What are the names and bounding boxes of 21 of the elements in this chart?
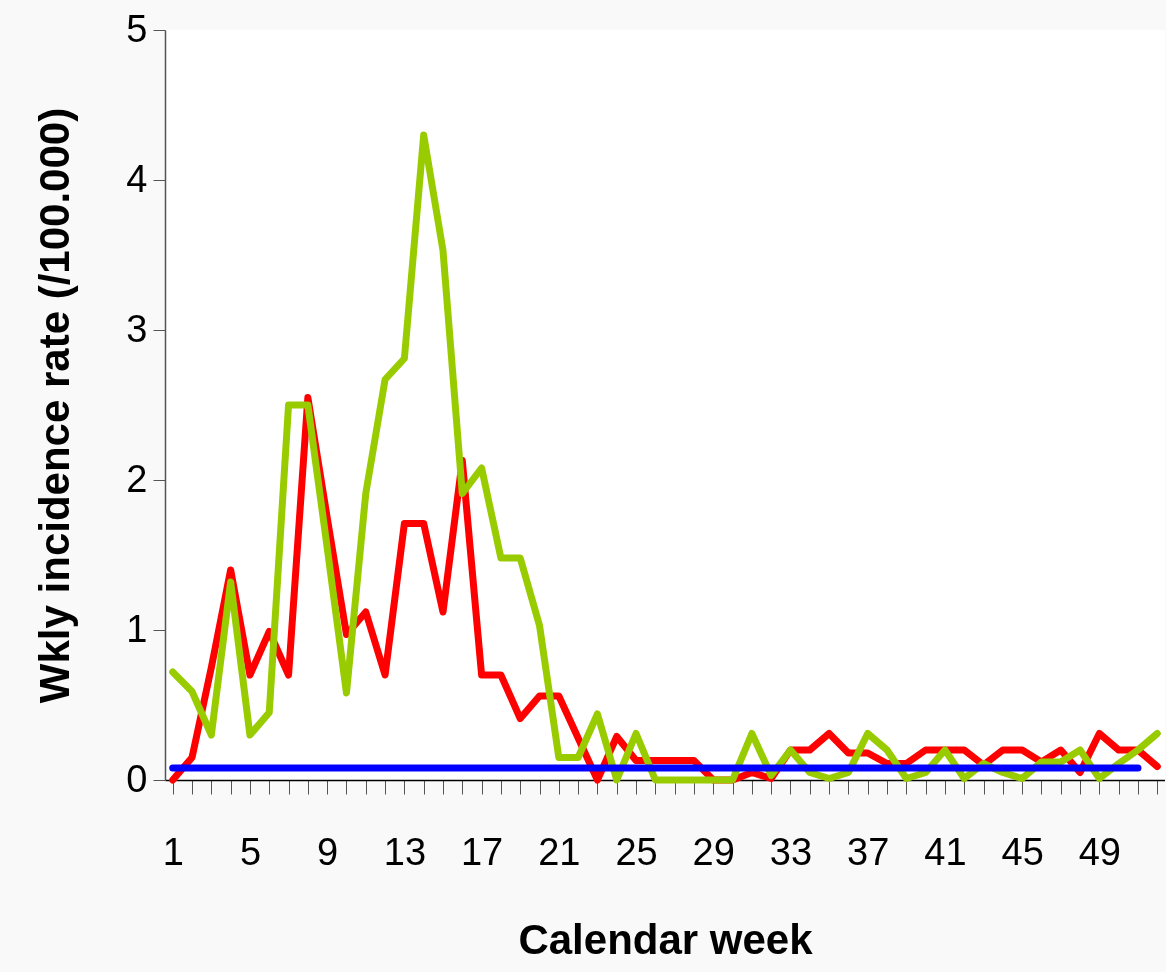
x-tick-label: 25: [615, 830, 658, 873]
x-tick-label: 9: [317, 830, 339, 873]
x-tick-label: 45: [1001, 830, 1044, 873]
y-tick-label: 5: [126, 7, 148, 50]
y-axis-title: Wkly incidence rate (/100.000): [31, 107, 79, 704]
x-tick-label: 21: [538, 830, 581, 873]
x-tick-label: 17: [460, 830, 504, 873]
x-axis-title: Calendar week: [518, 915, 814, 963]
x-tick-label: 33: [769, 830, 813, 873]
x-tick-label: 41: [924, 830, 967, 873]
y-tick-label: 3: [126, 307, 148, 350]
x-tick-label: 1: [162, 830, 184, 873]
y-tick-label: 4: [126, 157, 148, 200]
x-tick-label: 5: [239, 830, 262, 873]
x-tick-label: 13: [383, 830, 427, 873]
y-tick-label: 2: [126, 457, 148, 500]
x-tick-label: 49: [1078, 830, 1121, 873]
y-tick-label: 1: [126, 607, 148, 650]
x-tick-label: 29: [692, 830, 735, 873]
y-tick-label: 0: [126, 757, 148, 800]
x-tick-label: 37: [847, 830, 890, 873]
